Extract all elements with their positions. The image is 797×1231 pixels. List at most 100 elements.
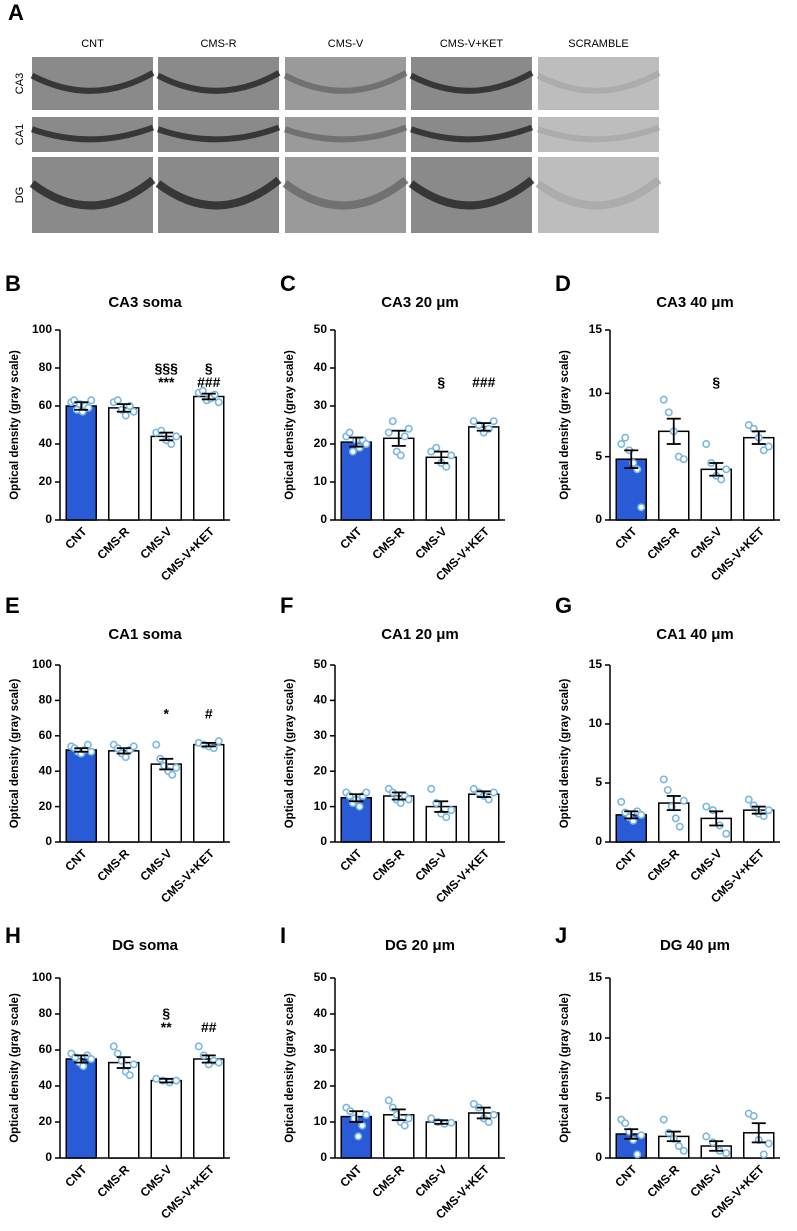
y-tick-label: 0 (320, 512, 327, 526)
bar (150, 763, 182, 843)
data-point (113, 396, 122, 405)
y-tick-label: 20 (314, 1078, 328, 1092)
y-tick-label: 0 (320, 1150, 327, 1164)
x-tick-label: CMS-R (94, 1162, 132, 1200)
x-tick-label: CMS-V (687, 1162, 724, 1199)
x-tick-label: CMS-R (644, 524, 682, 562)
data-point (442, 462, 451, 471)
data-point (674, 1142, 683, 1151)
panel-letter: I (280, 923, 286, 948)
y-tick-label: 20 (39, 474, 53, 488)
data-point (722, 1149, 731, 1158)
data-point (214, 737, 223, 746)
data-point (362, 439, 371, 448)
y-tick-label: 60 (39, 1042, 53, 1056)
bar (65, 405, 97, 521)
x-tick-label: CMS-R (644, 846, 682, 884)
data-point (621, 433, 630, 442)
data-point (749, 801, 758, 810)
data-point (87, 1055, 96, 1064)
data-point (759, 1150, 768, 1159)
y-axis-label: Optical density (gray scale) (9, 679, 21, 829)
data-point (484, 1118, 493, 1127)
data-point (113, 1049, 122, 1058)
significance-mark: § (437, 374, 445, 390)
panel-letter: F (280, 593, 293, 618)
column-label: CNT (81, 38, 104, 50)
y-tick-label: 30 (314, 398, 328, 412)
column-label: CMS-V+KET (440, 38, 504, 50)
x-tick-label: CMS-V (412, 846, 449, 883)
y-tick-label: 100 (32, 322, 52, 336)
data-point (489, 788, 498, 797)
bar (65, 1058, 97, 1159)
y-tick-label: 15 (589, 657, 603, 671)
y-tick-label: 0 (320, 834, 327, 848)
row-label: DG (14, 187, 26, 204)
data-point (675, 822, 684, 831)
y-tick-label: 20 (39, 799, 53, 813)
data-point (121, 753, 130, 762)
bar (65, 749, 97, 843)
panel-letter: E (5, 593, 20, 618)
data-point (637, 810, 646, 819)
bar (193, 395, 225, 521)
chart-title: CA3 soma (108, 294, 182, 311)
y-tick-label: 40 (314, 693, 328, 707)
y-tick-label: 40 (39, 1078, 53, 1092)
data-point (679, 455, 688, 464)
data-point (109, 1042, 118, 1051)
chart-title: CA1 soma (108, 626, 182, 643)
panel-letter: C (280, 271, 296, 296)
panel-letter: B (5, 271, 21, 296)
x-tick-label: CMS-V (687, 524, 724, 561)
data-point (125, 1071, 134, 1080)
data-point (717, 475, 726, 484)
significance-mark: §§§ (155, 360, 179, 376)
y-axis-label: Optical density (gray scale) (559, 679, 571, 829)
bar (193, 743, 225, 843)
panel-letter: D (555, 271, 571, 296)
panel-letter: A (8, 0, 24, 25)
data-point (121, 411, 130, 420)
cell-layer (282, 176, 409, 210)
y-tick-label: 20 (39, 1114, 53, 1128)
y-axis-label: Optical density (gray scale) (284, 679, 296, 829)
data-point (633, 1150, 642, 1159)
cell-layer (30, 70, 155, 94)
y-tick-label: 15 (589, 322, 603, 336)
x-tick-label: CMS-V (687, 846, 724, 883)
y-tick-label: 40 (39, 763, 53, 777)
bar (150, 1079, 182, 1159)
data-point (663, 786, 672, 795)
bar (468, 426, 500, 521)
significance-mark: ### (197, 374, 221, 390)
data-point (427, 1114, 436, 1123)
cell-layer (410, 124, 534, 143)
cell-layer (537, 124, 661, 143)
y-axis-label: Optical density (gray scale) (284, 993, 296, 1143)
y-tick-label: 100 (32, 657, 52, 671)
x-tick-label: CNT (62, 524, 90, 552)
data-point (87, 747, 96, 756)
x-tick-label: CMS-R (369, 846, 407, 884)
cell-layer (157, 124, 281, 143)
y-tick-label: 40 (314, 1006, 328, 1020)
bar (658, 430, 690, 521)
y-tick-label: 0 (45, 512, 52, 526)
data-point (210, 390, 219, 399)
data-point (400, 432, 409, 441)
data-point (345, 428, 354, 437)
y-tick-label: 40 (314, 360, 328, 374)
data-point (708, 1138, 717, 1147)
bar (193, 1058, 225, 1159)
cell-layer (283, 70, 408, 94)
x-tick-label: CMS-V (412, 524, 449, 561)
chart-title: DG 40 μm (660, 937, 730, 954)
data-point (744, 795, 753, 804)
data-point (617, 797, 626, 806)
y-axis-label: Optical density (gray scale) (9, 993, 21, 1143)
data-point (664, 408, 673, 417)
y-tick-label: 80 (39, 1006, 53, 1020)
